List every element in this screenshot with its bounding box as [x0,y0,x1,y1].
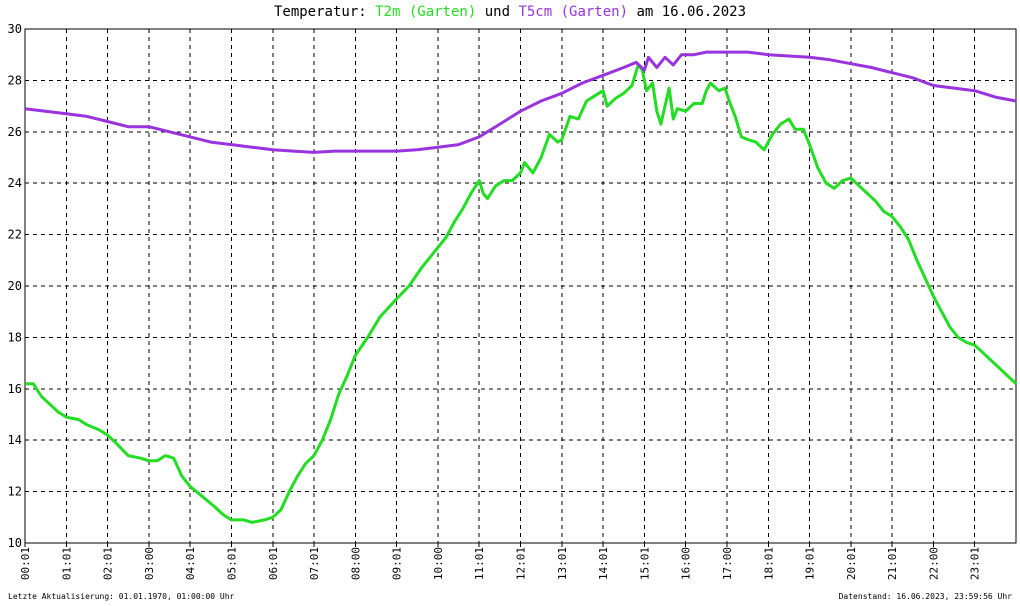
title-middle: und [476,4,519,20]
y-tick-label: 18 [8,330,22,344]
y-tick-label: 20 [8,279,22,293]
x-tick-label: 02:01 [102,547,115,580]
y-tick-label: 16 [8,382,22,396]
chart-title: Temperatur: T2m (Garten) und T5cm (Garte… [0,4,1020,20]
y-tick-label: 14 [8,433,22,447]
x-tick-label: 19:01 [804,547,817,580]
x-tick-label: 21:01 [886,547,899,580]
x-tick-label: 04:01 [184,547,197,580]
data-status-text: Datenstand: 16.06.2023, 23:59:56 Uhr [838,592,1012,601]
y-tick-label: 28 [8,73,22,87]
title-series-t5cm: T5cm (Garten) [518,4,629,20]
x-tick-label: 17:00 [721,547,734,580]
grid-layer [25,29,1016,543]
x-tick-label: 23:01 [969,547,982,580]
x-tick-label: 10:00 [432,547,445,580]
y-tick-label: 26 [8,125,22,139]
x-tick-label: 20:01 [845,547,858,580]
x-tick-label: 01:01 [60,547,73,580]
y-tick-label: 30 [8,22,22,36]
x-tick-label: 14:01 [597,547,610,580]
axis-layer: 10 12 14 16 18 20 22 24 26 28 30 00:01 01:01 02:01 03:… [8,22,1017,580]
x-tick-label: 07:01 [308,547,321,580]
series-line-t5cm [24,50,1017,154]
last-update-text: Letzte Aktualisierung: 01.01.1970, 01:00… [8,592,235,601]
y-tick-label: 24 [8,176,22,190]
x-tick-label: 08:00 [349,547,362,580]
series-line-t2m [25,63,1018,524]
x-tick-label: 06:01 [267,547,280,580]
x-tick-label: 03:00 [143,547,156,580]
title-suffix: am 16.06.2023 [628,4,747,20]
x-tick-label: 15:01 [638,547,651,580]
y-tick-label: 10 [8,536,22,550]
x-tick-label: 11:01 [473,547,486,580]
x-tick-label: 00:01 [19,547,32,580]
x-tick-label: 16:00 [680,547,693,580]
x-tick-label: 22:00 [927,547,940,580]
title-series-t2m: T2m (Garten) [375,4,477,20]
series-layer [24,50,1018,524]
y-tick-label: 12 [8,485,22,499]
title-prefix: Temperatur: [273,4,376,20]
x-tick-label: 12:01 [515,547,528,580]
x-tick-label: 13:01 [556,547,569,580]
y-tick-label: 22 [8,228,22,242]
x-tick-label: 09:01 [391,547,404,580]
x-tick-label: 05:01 [225,547,238,580]
plot-frame [24,28,1017,544]
x-tick-label: 18:01 [762,547,775,580]
